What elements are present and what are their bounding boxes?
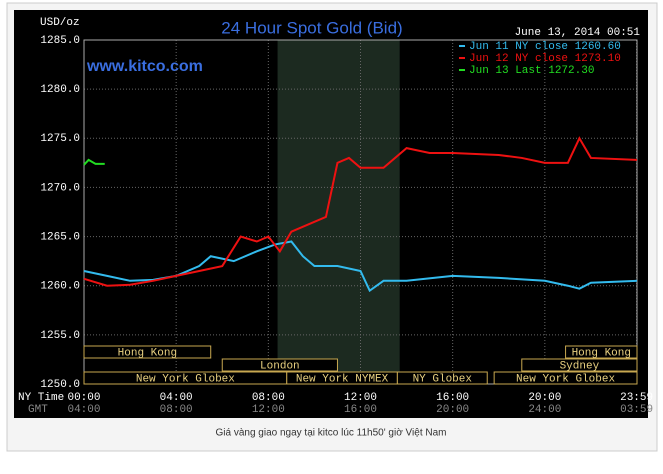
x2-tick-label: 16:00 [344, 404, 377, 416]
x-tick-label: 20:00 [528, 392, 561, 404]
y-tick-label: 1285.0 [40, 35, 80, 47]
session-label: London [260, 360, 300, 372]
session-box [565, 345, 638, 359]
x-tick-label: 08:00 [252, 392, 285, 404]
x2-tick-label: 12:00 [252, 404, 285, 416]
session-box [396, 371, 488, 385]
timestamp: June 13, 2014 00:51 [515, 27, 641, 39]
x2-tick-label: 03:59 [620, 404, 653, 416]
legend-entry: Jun 11 NY close 1260.60 [469, 41, 621, 53]
x2-tick-label: 08:00 [160, 404, 193, 416]
y-label: USD/oz [40, 17, 80, 29]
session-label: New York Globex [516, 373, 615, 385]
legend-entry: Jun 13 Last 1272.30 [469, 65, 594, 77]
caption: Giá vàng giao ngay tại kitco lúc 11h50' … [215, 428, 446, 439]
y-tick-label: 1265.0 [40, 231, 80, 243]
y-tick-label: 1280.0 [40, 84, 80, 96]
y-tick-label: 1275.0 [40, 133, 80, 145]
session-box [83, 345, 212, 359]
session-box [493, 371, 638, 385]
session-box [521, 358, 638, 372]
session-label: Hong Kong [118, 347, 177, 359]
series-line [83, 158, 105, 166]
x2-label: GMT [28, 404, 48, 416]
series-line [83, 136, 638, 287]
x2-tick-label: 24:00 [528, 404, 561, 416]
watermark: www.kitco.com [86, 58, 203, 75]
session-box [221, 358, 338, 372]
shaded-region [277, 40, 400, 384]
y-tick-label: 1260.0 [40, 281, 80, 293]
x2-tick-label: 04:00 [67, 404, 100, 416]
session-label: New York Globex [136, 373, 235, 385]
x-tick-label: 23:59 [620, 392, 653, 404]
x-tick-label: 16:00 [436, 392, 469, 404]
x-tick-label: 12:00 [344, 392, 377, 404]
y-tick-label: 1255.0 [40, 330, 80, 342]
x-label: NY Time [18, 392, 64, 404]
y-tick-label: 1270.0 [40, 182, 80, 194]
x2-tick-label: 20:00 [436, 404, 469, 416]
y-tick-label: 1250.0 [40, 379, 80, 391]
session-label: Hong Kong [572, 347, 631, 359]
session-label: NY Globex [413, 373, 473, 385]
x-tick-label: 00:00 [67, 392, 100, 404]
session-label: New York NYMEX [296, 373, 389, 385]
chart-title: 24 Hour Spot Gold (Bid) [221, 18, 402, 37]
session-label: Sydney [560, 360, 600, 372]
x-tick-label: 04:00 [160, 392, 193, 404]
legend-entry: Jun 12 NY close 1273.10 [469, 53, 621, 65]
